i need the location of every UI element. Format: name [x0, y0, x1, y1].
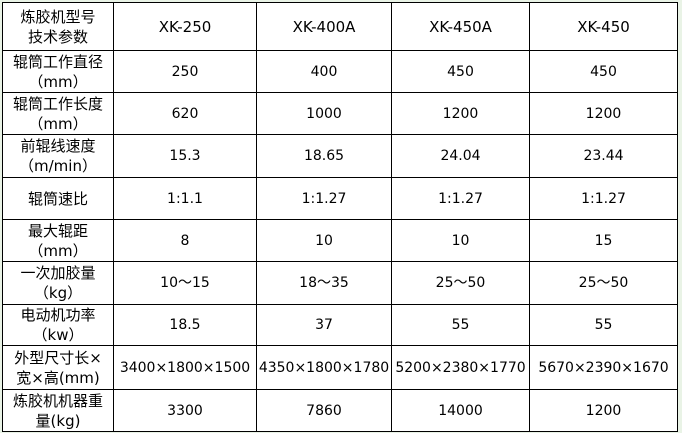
row-label: 外型尺寸长× 宽×高(mm) [2, 345, 114, 390]
row-label-line: 电动机功率 [20, 306, 96, 324]
header-row: 炼胶机型号 技术参数 XK-250 XK-400A XK-450A XK-450 [2, 2, 678, 51]
table-row: 最大辊距 （mm） 8 10 10 15 [2, 219, 678, 262]
value-cell: 4350×1800×1780 [256, 345, 392, 390]
row-label: 前辊线速度 （m/min） [2, 134, 114, 178]
value-cell: 1:1.27 [256, 177, 392, 220]
value-cell: 450 [529, 50, 678, 93]
value-cell: 5200×2380×1770 [391, 345, 530, 390]
value-cell: 23.44 [529, 134, 678, 178]
value-cell: 55 [529, 304, 678, 346]
table-row: 外型尺寸长× 宽×高(mm) 3400×1800×1500 4350×1800×178… [2, 345, 678, 390]
value-cell: 10 [256, 219, 392, 262]
row-label-line: （kw） [32, 326, 84, 344]
value-cell: 1:1.27 [529, 177, 678, 220]
value-cell: 55 [391, 304, 530, 346]
value-cell: 250 [113, 50, 257, 93]
value-cell: 5670×2390×1670 [529, 345, 678, 390]
row-label-line: （mm） [28, 241, 88, 260]
row-label-line: 辊筒工作长度 [12, 94, 103, 113]
value-cell: 15.3 [113, 134, 257, 178]
model-label: 炼胶机型号 [20, 7, 96, 26]
row-label-line: 炼胶机机器重 [12, 391, 103, 410]
params-label: 技术参数 [27, 27, 88, 46]
value-cell: 3400×1800×1500 [113, 345, 257, 390]
value-cell: 10～15 [113, 261, 257, 305]
value-cell: 1:1.1 [113, 177, 257, 220]
value-cell: 10 [391, 219, 530, 262]
row-label: 电动机功率 （kw） [2, 304, 114, 346]
row-label-line: （m/min） [19, 157, 97, 175]
model-header: XK-450 [529, 2, 678, 51]
row-label-line: 辊筒工作直径 [12, 52, 103, 71]
value-cell: 18.5 [113, 304, 257, 346]
model-header: XK-400A [256, 2, 392, 51]
row-label-line: （mm） [28, 72, 88, 91]
row-label: 炼胶机机器重 量(kg) [2, 389, 114, 432]
value-cell: 3300 [113, 389, 257, 432]
value-cell: 8 [113, 219, 257, 262]
value-cell: 25～50 [529, 261, 678, 305]
value-cell: 18.65 [256, 134, 392, 178]
table-row: 辊筒工作长度 （mm） 620 1000 1200 1200 [2, 92, 678, 135]
table-row: 电动机功率 （kw） 18.5 37 55 55 [2, 304, 678, 346]
value-cell: 14000 [391, 389, 530, 432]
row-label-line: 外型尺寸长× [14, 348, 102, 367]
header-label-cell: 炼胶机型号 技术参数 [2, 2, 114, 51]
value-cell: 400 [256, 50, 392, 93]
value-cell: 37 [256, 304, 392, 346]
row-label: 辊筒工作直径 （mm） [2, 50, 114, 93]
value-cell: 450 [391, 50, 530, 93]
row-label-line: （mm） [28, 114, 88, 133]
table-row: 辊筒速比 1:1.1 1:1.27 1:1.27 1:1.27 [2, 177, 678, 220]
value-cell: 15 [529, 219, 678, 262]
value-cell: 1200 [391, 92, 530, 135]
table-row: 一次加胶量 （kg） 10～15 18～35 25～50 25～50 [2, 261, 678, 305]
row-label-line: 宽×高(mm) [16, 368, 100, 387]
row-label-line: 辊筒速比 [27, 189, 88, 208]
row-label-line: 前辊线速度 [20, 137, 96, 155]
value-cell: 25～50 [391, 261, 530, 305]
row-label-line: 最大辊距 [27, 221, 88, 240]
row-label-line: 一次加胶量 [20, 264, 96, 282]
value-cell: 18～35 [256, 261, 392, 305]
row-label: 辊筒速比 [2, 177, 114, 220]
table-row: 前辊线速度 （m/min） 15.3 18.65 24.04 23.44 [2, 134, 678, 178]
row-label: 辊筒工作长度 （mm） [2, 92, 114, 135]
row-label-line: 量(kg) [35, 411, 81, 430]
value-cell: 24.04 [391, 134, 530, 178]
row-label: 一次加胶量 （kg） [2, 261, 114, 305]
table-row: 炼胶机机器重 量(kg) 3300 7860 14000 1200 [2, 389, 678, 432]
row-label: 最大辊距 （mm） [2, 219, 114, 262]
table-row: 辊筒工作直径 （mm） 250 400 450 450 [2, 50, 678, 93]
row-label-line: （kg） [33, 284, 83, 302]
value-cell: 7860 [256, 389, 392, 432]
model-header: XK-250 [113, 2, 257, 51]
value-cell: 1:1.27 [391, 177, 530, 220]
value-cell: 1000 [256, 92, 392, 135]
model-header: XK-450A [391, 2, 530, 51]
value-cell: 1200 [529, 92, 678, 135]
value-cell: 620 [113, 92, 257, 135]
value-cell: 1200 [529, 389, 678, 432]
